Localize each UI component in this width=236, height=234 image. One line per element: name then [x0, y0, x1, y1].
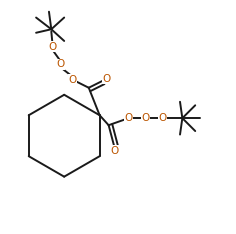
Text: O: O [124, 113, 133, 123]
Text: O: O [68, 75, 76, 84]
Text: O: O [142, 113, 150, 123]
Text: O: O [158, 113, 167, 123]
Text: O: O [110, 146, 119, 156]
Text: O: O [102, 74, 110, 84]
Text: O: O [48, 42, 57, 52]
Text: O: O [57, 59, 65, 69]
